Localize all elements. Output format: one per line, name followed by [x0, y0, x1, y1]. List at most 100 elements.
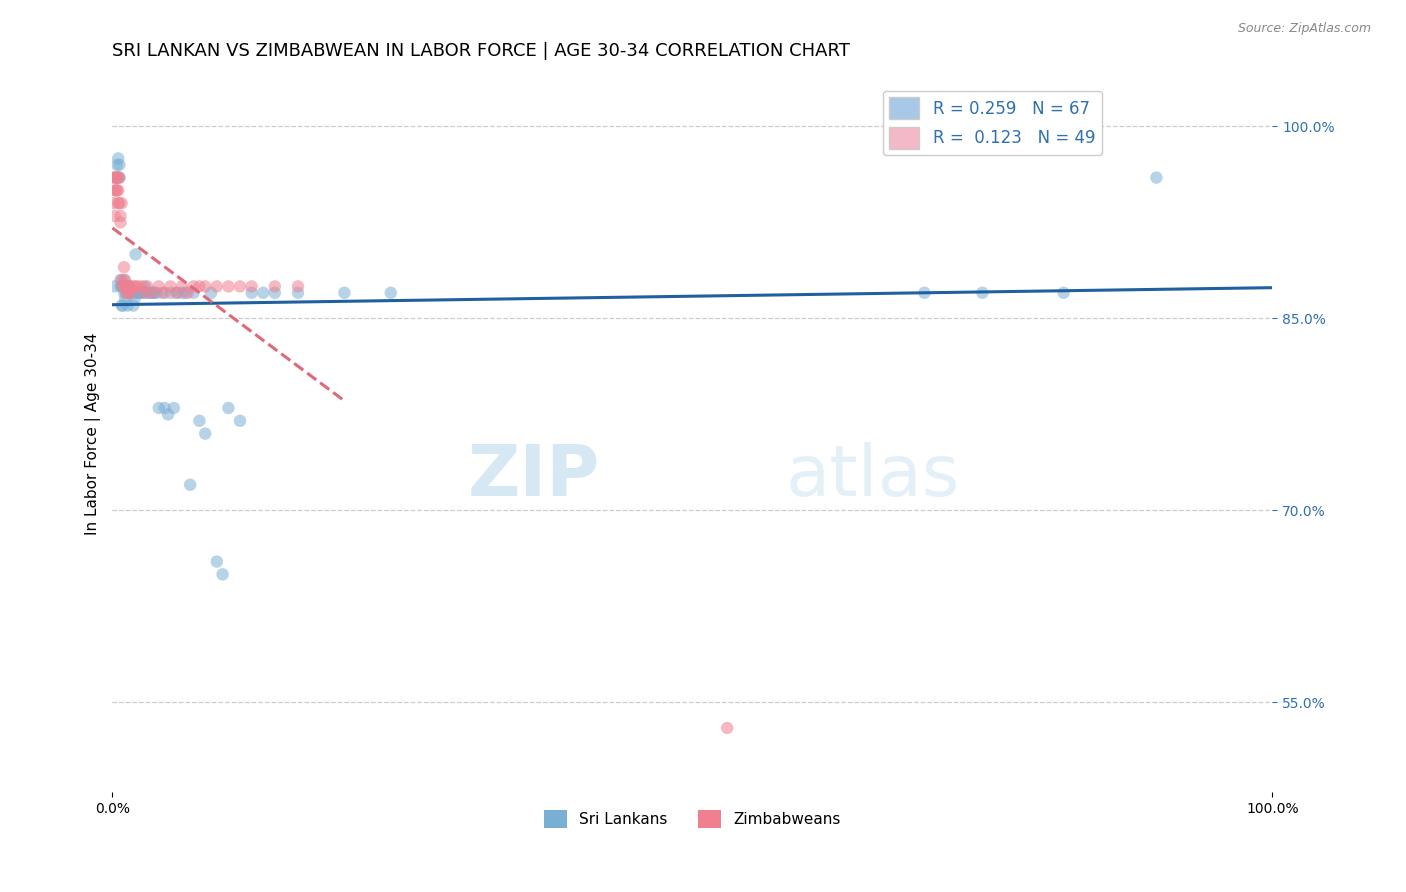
- Point: [107, 196, 129, 211]
- Point: [205, 555, 228, 569]
- Text: SRI LANKAN VS ZIMBABWEAN IN LABOR FORCE | AGE 30-34 CORRELATION CHART: SRI LANKAN VS ZIMBABWEAN IN LABOR FORCE …: [112, 42, 851, 60]
- Point: [153, 285, 176, 300]
- Point: [142, 285, 165, 300]
- Point: [134, 279, 156, 293]
- Point: [157, 408, 180, 422]
- Point: [118, 285, 141, 300]
- Text: Source: ZipAtlas.com: Source: ZipAtlas.com: [1237, 22, 1371, 36]
- Point: [105, 170, 128, 185]
- Point: [110, 215, 132, 229]
- Point: [263, 279, 285, 293]
- Point: [141, 285, 163, 300]
- Point: [188, 414, 211, 428]
- Point: [127, 279, 149, 293]
- Point: [131, 285, 153, 300]
- Point: [380, 285, 402, 300]
- Point: [136, 279, 159, 293]
- Point: [200, 285, 222, 300]
- Point: [120, 285, 142, 300]
- Point: [188, 279, 211, 293]
- Point: [194, 426, 217, 441]
- Point: [134, 285, 156, 300]
- Point: [122, 279, 145, 293]
- Point: [111, 279, 134, 293]
- Point: [105, 183, 128, 197]
- Point: [114, 279, 136, 293]
- Point: [112, 273, 135, 287]
- Point: [217, 401, 239, 415]
- Point: [110, 279, 132, 293]
- Point: [105, 158, 128, 172]
- Point: [114, 292, 136, 306]
- Point: [121, 285, 143, 300]
- Point: [115, 285, 138, 300]
- Point: [124, 247, 146, 261]
- Point: [148, 401, 170, 415]
- Point: [104, 183, 127, 197]
- Point: [333, 285, 356, 300]
- Point: [124, 285, 146, 300]
- Point: [107, 183, 129, 197]
- Point: [170, 279, 193, 293]
- Point: [170, 285, 193, 300]
- Point: [112, 285, 135, 300]
- Point: [211, 567, 233, 582]
- Point: [163, 401, 186, 415]
- Point: [117, 299, 139, 313]
- Point: [118, 279, 141, 293]
- Point: [111, 279, 134, 293]
- Point: [103, 170, 125, 185]
- Point: [229, 279, 252, 293]
- Point: [115, 279, 138, 293]
- Point: [112, 279, 135, 293]
- Point: [1052, 285, 1074, 300]
- Point: [105, 170, 128, 185]
- Point: [131, 279, 153, 293]
- Point: [177, 285, 200, 300]
- Y-axis label: In Labor Force | Age 30-34: In Labor Force | Age 30-34: [86, 333, 101, 535]
- Point: [124, 292, 146, 306]
- Point: [118, 279, 141, 293]
- Point: [131, 285, 153, 300]
- Point: [194, 279, 217, 293]
- Point: [205, 279, 228, 293]
- Point: [716, 721, 738, 735]
- Point: [122, 299, 145, 313]
- Point: [150, 285, 173, 300]
- Point: [912, 285, 935, 300]
- Point: [111, 273, 134, 287]
- Point: [108, 170, 131, 185]
- Point: [183, 285, 205, 300]
- Point: [114, 273, 136, 287]
- Point: [972, 285, 994, 300]
- Point: [240, 285, 263, 300]
- Point: [1144, 170, 1167, 185]
- Point: [148, 279, 170, 293]
- Point: [111, 196, 134, 211]
- Point: [104, 170, 127, 185]
- Point: [110, 273, 132, 287]
- Text: atlas: atlas: [785, 442, 959, 511]
- Point: [127, 285, 149, 300]
- Point: [166, 285, 188, 300]
- Point: [112, 260, 135, 275]
- Point: [104, 183, 127, 197]
- Point: [145, 285, 167, 300]
- Point: [217, 279, 239, 293]
- Point: [120, 285, 142, 300]
- Point: [124, 279, 146, 293]
- Point: [104, 209, 127, 223]
- Point: [108, 170, 131, 185]
- Point: [143, 285, 166, 300]
- Point: [104, 170, 127, 185]
- Point: [229, 414, 252, 428]
- Point: [110, 209, 132, 223]
- Point: [287, 279, 309, 293]
- Point: [111, 299, 134, 313]
- Point: [240, 279, 263, 293]
- Point: [136, 285, 159, 300]
- Point: [103, 196, 125, 211]
- Point: [165, 285, 187, 300]
- Point: [117, 279, 139, 293]
- Point: [128, 285, 150, 300]
